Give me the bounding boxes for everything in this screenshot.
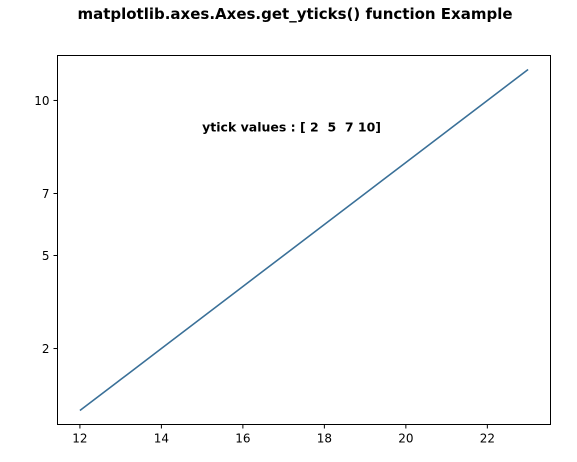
plot-frame [57,55,551,425]
series-layer [79,68,529,412]
chart-title: matplotlib.axes.Axes.get_yticks() functi… [77,5,512,23]
y-tick-label-7: 7 [42,187,50,201]
ytick-annotation: ytick values : [ 2 5 7 10] [202,119,381,134]
y-tick-label-10: 10 [34,94,49,108]
y-tick-label-2: 2 [42,342,50,356]
x-tick-label-16: 16 [235,432,250,446]
x-tick-label-14: 14 [154,432,169,446]
plot-area: 12 14 16 18 20 22 2 5 7 10 ytick values : [ 2 5 … [34,55,551,446]
x-tick-label-18: 18 [317,432,332,446]
series-line-0 [79,68,529,412]
y-axis: 2 5 7 10 [34,94,58,356]
x-tick-label-22: 22 [480,432,495,446]
x-tick-label-12: 12 [72,432,87,446]
x-tick-label-20: 20 [398,432,413,446]
x-axis: 12 14 16 18 20 22 [72,424,495,446]
y-tick-label-5: 5 [42,249,50,263]
